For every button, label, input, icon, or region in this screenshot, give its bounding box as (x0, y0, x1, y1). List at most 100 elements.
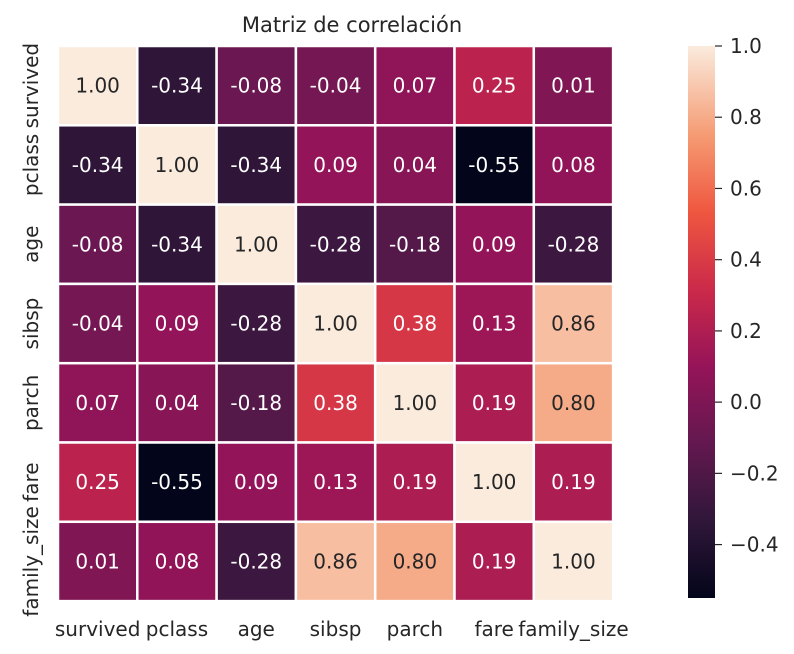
cell-value-label: 1.00 (472, 470, 517, 494)
heatmap-cell-age-family_size (532, 203, 615, 286)
cell-value-label: 1.00 (234, 232, 279, 256)
heatmap-cell-sibsp-pclass (136, 282, 218, 365)
y-tick-label-sibsp: sibsp (19, 298, 43, 350)
cell-value-label: 1.00 (393, 391, 438, 415)
heatmap-cell-sibsp-fare (453, 282, 536, 365)
heatmap-cell-fare-survived (56, 441, 139, 524)
cell-value-label: -0.08 (230, 74, 282, 98)
x-tick-label-family_size: family_size (518, 617, 629, 641)
colorbar-tick-label: 0.8 (730, 105, 762, 129)
cell-value-label: -0.18 (230, 391, 282, 415)
colorbar-tick-label: 0.2 (730, 319, 762, 343)
heatmap-cell-fare-pclass (136, 441, 218, 524)
cell-value-label: -0.28 (230, 549, 282, 573)
colorbar-ticks: −0.4 −0.2 0.0 0.2 0.4 0.6 0.8 1.0 (715, 34, 779, 557)
cell-value-label: 0.38 (393, 312, 438, 336)
cell-value-label: 1.00 (313, 312, 358, 336)
heatmap-cell-age-pclass (136, 203, 218, 286)
cell-value-label: -0.08 (72, 232, 124, 256)
cell-value-label: 1.00 (551, 549, 596, 573)
heatmap-cell-family_size-fare (453, 520, 536, 603)
cell-value-label: -0.34 (230, 153, 282, 177)
cell-value-label: 0.86 (313, 549, 358, 573)
colorbar-gradient (688, 46, 715, 598)
cell-value-label: 0.08 (155, 549, 200, 573)
cell-value-label: 0.07 (75, 391, 120, 415)
cell-value-label: 0.09 (155, 312, 200, 336)
chart-title: Matriz de correlación (242, 13, 462, 37)
cell-value-label: -0.04 (72, 312, 124, 336)
cell-value-label: -0.34 (151, 74, 203, 98)
cell-value-label: 0.86 (551, 312, 596, 336)
y-tick-labels: survived pclass age sibsp parch fare family_si… (19, 43, 43, 617)
cell-value-label: 0.01 (551, 74, 596, 98)
cell-value-label: -0.34 (72, 153, 124, 177)
cell-value-label: 0.13 (313, 470, 358, 494)
cell-value-label: -0.28 (548, 232, 600, 256)
cell-value-label: 0.04 (393, 153, 438, 177)
cell-value-label: 0.09 (234, 470, 279, 494)
heatmap-cell-pclass-survived (56, 124, 139, 206)
cell-value-label: 0.01 (75, 549, 120, 573)
heatmap-cells: 1.00 -0.34 -0.08 -0.04 0.07 0.25 0.01 -0.34 1.00… (56, 44, 615, 603)
cell-value-label: 0.19 (472, 549, 517, 573)
cell-value-label: -0.18 (389, 232, 441, 256)
colorbar-tick-label: 0.0 (730, 390, 762, 414)
y-tick-label-fare: fare (19, 462, 43, 501)
heatmap-cell-family_size-age (215, 520, 298, 603)
cell-value-label: -0.28 (230, 312, 282, 336)
cell-value-label: -0.55 (151, 470, 203, 494)
y-tick-label-survived: survived (19, 43, 43, 129)
cell-value-label: -0.55 (468, 153, 520, 177)
cell-value-label: 0.80 (551, 391, 596, 415)
x-tick-label-fare: fare (474, 617, 513, 641)
heatmap-cell-family_size-family_size (532, 520, 615, 603)
cell-value-label: 0.09 (472, 232, 517, 256)
y-tick-label-pclass: pclass (19, 134, 43, 196)
cell-value-label: 1.00 (75, 74, 120, 98)
cell-value-label: 0.07 (393, 74, 438, 98)
cell-value-label: 0.19 (551, 470, 596, 494)
heatmap-cell-family_size-sibsp (294, 520, 377, 603)
cell-value-label: 1.00 (155, 153, 200, 177)
heatmap-cell-survived-pclass (136, 44, 218, 127)
heatmap-cell-sibsp-survived (56, 282, 139, 365)
x-tick-label-age: age (238, 617, 275, 641)
cell-value-label: 0.09 (313, 153, 358, 177)
x-tick-label-parch: parch (387, 617, 443, 641)
colorbar-tick-label: 0.4 (730, 248, 762, 272)
heatmap-cell-parch-survived (56, 361, 139, 444)
heatmap-cell-survived-survived (56, 44, 139, 127)
cell-value-label: 0.25 (75, 470, 120, 494)
cell-value-label: 0.25 (472, 74, 517, 98)
heatmap-cell-survived-fare (453, 44, 536, 127)
x-tick-label-pclass: pclass (146, 617, 208, 641)
cell-value-label: 0.13 (472, 312, 517, 336)
cell-value-label: -0.04 (310, 74, 362, 98)
colorbar-tick-label: 0.6 (730, 176, 762, 200)
cell-value-label: 0.80 (393, 549, 438, 573)
heatmap-cell-age-age (215, 203, 298, 286)
heatmap-cell-fare-family_size (532, 441, 615, 524)
y-tick-label-family_size: family_size (19, 506, 43, 617)
heatmap-cell-age-fare (453, 203, 536, 286)
cell-value-label: -0.28 (310, 232, 362, 256)
heatmap-cell-pclass-family_size (532, 124, 615, 206)
cell-value-label: 0.19 (472, 391, 517, 415)
colorbar-tick-label: 1.0 (730, 34, 762, 58)
heatmap-cell-age-parch (373, 203, 456, 286)
heatmap-cell-pclass-parch (373, 124, 456, 206)
cell-value-label: 0.08 (551, 153, 596, 177)
x-tick-label-survived: survived (55, 617, 141, 641)
x-tick-label-sibsp: sibsp (310, 617, 362, 641)
y-tick-label-age: age (19, 226, 43, 263)
colorbar-tick-label: −0.4 (730, 533, 779, 557)
heatmap-cell-pclass-age (215, 124, 298, 206)
y-tick-label-parch: parch (19, 375, 43, 431)
heatmap-cell-parch-age (215, 361, 298, 444)
cell-value-label: 0.19 (393, 470, 438, 494)
heatmap-cell-family_size-parch (373, 520, 456, 603)
cell-value-label: -0.34 (151, 232, 203, 256)
cell-value-label: 0.04 (155, 391, 200, 415)
